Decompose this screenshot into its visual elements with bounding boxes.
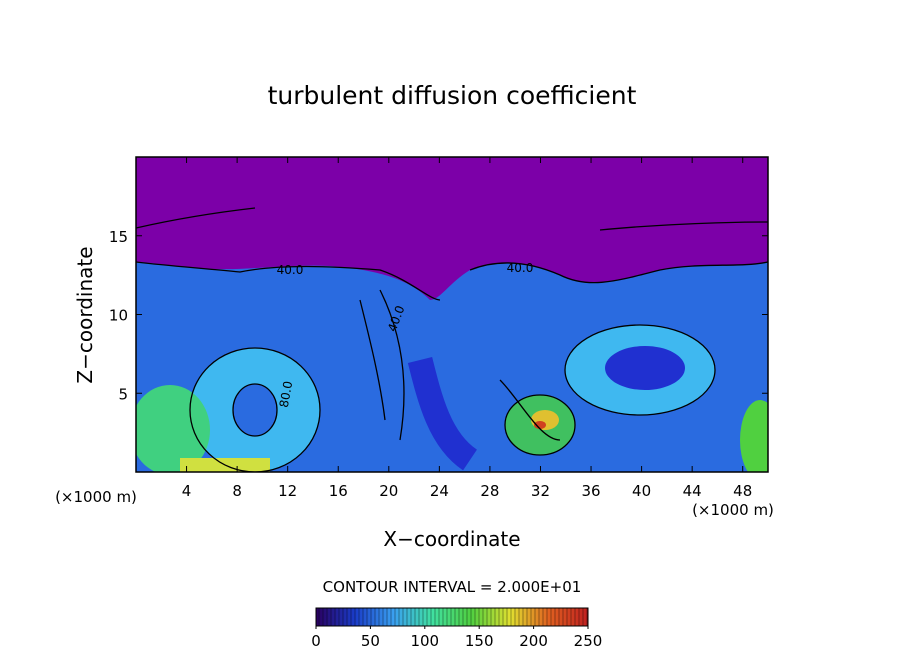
y-axis-label: Z−coordinate [73,246,97,383]
contour-label: 80.0 [277,380,295,409]
x-tick-label: 8 [232,482,242,500]
contour-label: 40.0 [277,263,304,277]
x-tick-label: 28 [480,482,499,500]
x-unit-label: (×1000 m) [55,488,137,506]
x-tick-label: 12 [278,482,297,500]
colorbar-tick-label: 150 [465,632,494,650]
x-tick-label: 36 [581,482,600,500]
x-tick-label: 48 [733,482,752,500]
x-tick-label: 44 [683,482,702,500]
colorbar-tick-label: 200 [519,632,548,650]
colorbar-label: CONTOUR INTERVAL = 2.000E+01 [323,578,582,596]
y-tick-label: 15 [109,228,128,246]
x-tick-label: 40 [632,482,651,500]
colorbar-tick-label: 0 [311,632,321,650]
x-tick-label: 4 [182,482,192,500]
colorbar-tick-label: 250 [574,632,603,650]
colorbar-tick-label: 50 [361,632,380,650]
y-tick-label: 5 [118,385,128,403]
x-tick-label: 16 [329,482,348,500]
y-unit-label: (×1000 m) [692,501,774,519]
y-tick-label: 10 [109,307,128,325]
x-axis-label: X−coordinate [383,527,520,551]
colorbar [315,607,589,627]
x-tick-label: 20 [379,482,398,500]
x-tick-label: 32 [531,482,550,500]
colorbar-tick-label: 100 [410,632,439,650]
contour-field [136,157,768,472]
chart-title: turbulent diffusion coefficient [268,81,637,110]
x-tick-label: 24 [430,482,449,500]
contour-label: 40.0 [507,261,534,275]
